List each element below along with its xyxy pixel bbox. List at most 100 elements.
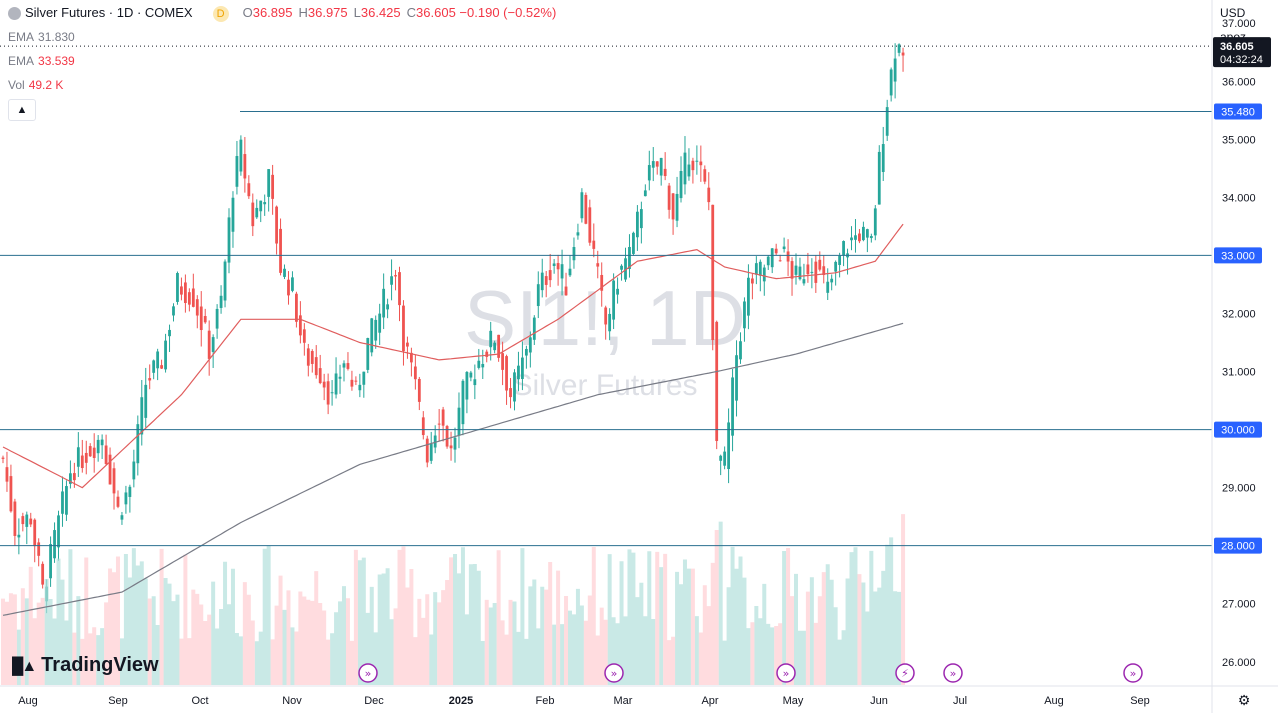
play-arrow-icon-glyph: » (365, 667, 372, 680)
candle-body (180, 286, 183, 295)
candle-body (897, 44, 901, 53)
candle-body (457, 407, 461, 436)
candle-body (417, 378, 421, 402)
candle-body (552, 263, 556, 266)
y-tick-label: 35.000 (1222, 134, 1256, 146)
candle-body (802, 279, 806, 284)
candle-body (659, 157, 663, 176)
candle-body (643, 190, 647, 197)
level-badge-label: 35.480 (1221, 106, 1255, 118)
candle-body (195, 299, 199, 316)
candle-body (881, 144, 885, 172)
candle-body (61, 491, 64, 514)
candle-body (21, 516, 25, 525)
ema-long-line (2, 322, 904, 616)
candle-body (176, 273, 179, 302)
candle-body (84, 452, 88, 463)
candle-body (671, 193, 675, 220)
settings-gear-icon[interactable]: ⚙ (1238, 693, 1251, 709)
candle-body (156, 351, 160, 369)
candle-body (215, 308, 219, 329)
indicator-name: Vol (8, 78, 25, 92)
candle-body (41, 563, 45, 585)
candle-body (259, 200, 263, 212)
indicator-ema-short[interactable]: EMA 33.539 (8, 52, 556, 76)
candle-body (473, 379, 477, 386)
candle-body (243, 154, 247, 179)
candle-body (124, 492, 128, 505)
currency-button[interactable]: USD (1214, 2, 1272, 24)
candle-body (588, 207, 592, 243)
candle-body (842, 241, 845, 255)
play-arrow-icon[interactable] (1123, 663, 1143, 683)
current-price-label: 36.605 (1220, 41, 1254, 53)
watermark-name: Silver Futures (512, 369, 697, 402)
candle-body (739, 341, 742, 360)
scale-mode-button[interactable]: apoz ⌄ (1214, 26, 1272, 48)
candle-body (187, 292, 191, 305)
candle-body (778, 260, 782, 262)
candle-body (80, 455, 84, 469)
candle-body (65, 486, 68, 515)
x-tick-label: May (783, 695, 804, 707)
candle-body (600, 274, 604, 291)
x-tick-label: Nov (282, 695, 302, 707)
candle-body (112, 468, 116, 494)
candle-body (287, 279, 290, 296)
candle-body (556, 263, 560, 270)
candle-body (330, 392, 334, 394)
indicator-ema-long[interactable]: EMA 31.830 (8, 28, 556, 52)
candle-body (838, 255, 842, 265)
high-value: 36.975 (307, 5, 348, 20)
collapse-legend-button[interactable]: ▲ (8, 99, 36, 121)
candle-body (207, 330, 211, 359)
candle-body (223, 261, 227, 301)
candle-body (517, 365, 520, 380)
candle-body (572, 247, 576, 261)
lightning-icon[interactable] (895, 663, 915, 683)
candle-body (497, 334, 501, 358)
candle-body (576, 232, 580, 236)
indicator-volume[interactable]: Vol 49.2 K (8, 76, 556, 100)
candle-body (49, 544, 52, 579)
candle-body (663, 168, 667, 177)
tradingview-logo[interactable]: █▲ TradingView (12, 654, 159, 677)
candle-body (279, 228, 282, 273)
candle-body (132, 461, 136, 480)
candle-body (532, 317, 536, 340)
candle-body (762, 267, 766, 282)
symbol-title[interactable]: Silver Futures · 1D · COMEX (25, 5, 193, 20)
candle-body (628, 246, 631, 270)
candle-body (283, 268, 286, 277)
candle-body (322, 381, 326, 388)
x-tick-label: Jul (953, 695, 967, 707)
candle-body (275, 206, 278, 244)
candle-body (247, 183, 251, 197)
current-price-badge (1213, 37, 1271, 68)
candle-body (374, 319, 378, 341)
candle-body (564, 286, 568, 296)
candle-body (818, 259, 822, 270)
candle-body (489, 330, 493, 348)
candle-body (72, 473, 76, 481)
play-arrow-icon[interactable] (776, 663, 796, 683)
play-arrow-icon[interactable] (358, 663, 378, 683)
candle-body (798, 266, 802, 280)
candle-body (647, 165, 651, 181)
low-label: L (353, 5, 361, 20)
candle-body (378, 313, 382, 333)
play-arrow-icon[interactable] (943, 663, 963, 683)
level-badge (1214, 537, 1262, 554)
open-value: 36.895 (252, 5, 293, 20)
high-label: H (298, 5, 308, 20)
candle-body (108, 454, 112, 485)
interval-badge[interactable]: D (212, 5, 229, 22)
candle-body (711, 204, 715, 341)
symbol-row: Silver Futures · 1D · COMEX D O36.895 H36.9… (8, 4, 556, 28)
candle-body (536, 284, 540, 307)
play-arrow-icon[interactable] (604, 663, 624, 683)
candle-body (719, 455, 723, 461)
indicator-value: 49.2 K (28, 78, 64, 92)
volume-bars-down (1, 514, 906, 685)
